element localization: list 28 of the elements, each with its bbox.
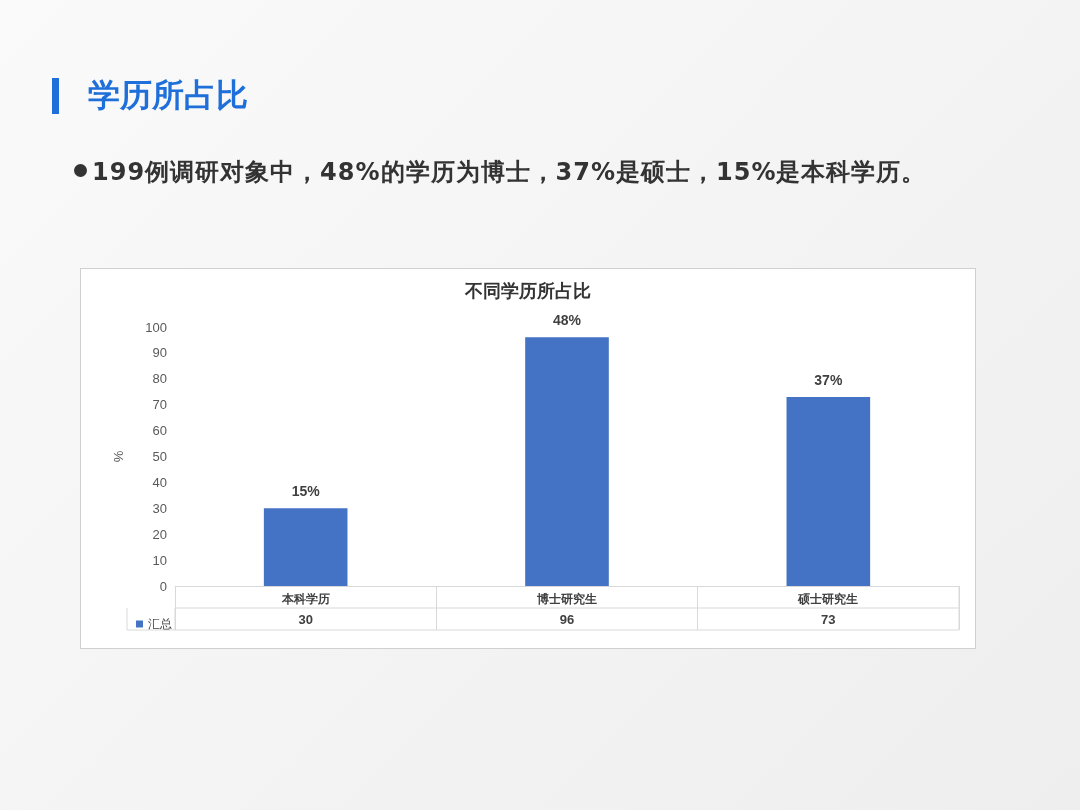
annotation: 37% [814,371,843,388]
data-label: 30 [298,611,313,627]
y-tick-label: 20 [152,526,167,542]
y-tick-label: 50 [152,449,167,464]
annotation: 15% [291,483,321,500]
text: 学历所占比 [88,75,248,116]
y-tick-label: 30 [152,500,167,516]
y-tick-label: 70 [152,397,167,413]
y-axis-title: % [111,450,126,463]
y-tick-label: 100 [145,319,167,335]
legend-label: 汇总 [148,617,172,631]
y-tick-label: 0 [159,578,167,594]
bar [786,396,871,586]
y-tick-label: 60 [152,423,167,439]
annotation: 48% [552,312,582,329]
y-tick-label: 10 [152,552,167,568]
x-tick-label: 博士研究生 [536,592,597,606]
bar [263,508,348,586]
y-tick-label: 90 [152,345,167,361]
x-tick-label: 本科学历 [280,592,330,606]
y-tick-label: 40 [152,474,167,490]
data-label: 96 [559,611,575,627]
text: 199例调研对象中，48%的学历为博士，37%是硕士，15%是本科学历。 [92,157,927,188]
data-label: 73 [821,611,836,627]
chart-title: 不同学历所占比 [464,281,591,301]
y-tick-label: 80 [152,371,167,387]
bar [525,337,609,586]
x-tick-label: 硕士研究生 [797,592,859,606]
